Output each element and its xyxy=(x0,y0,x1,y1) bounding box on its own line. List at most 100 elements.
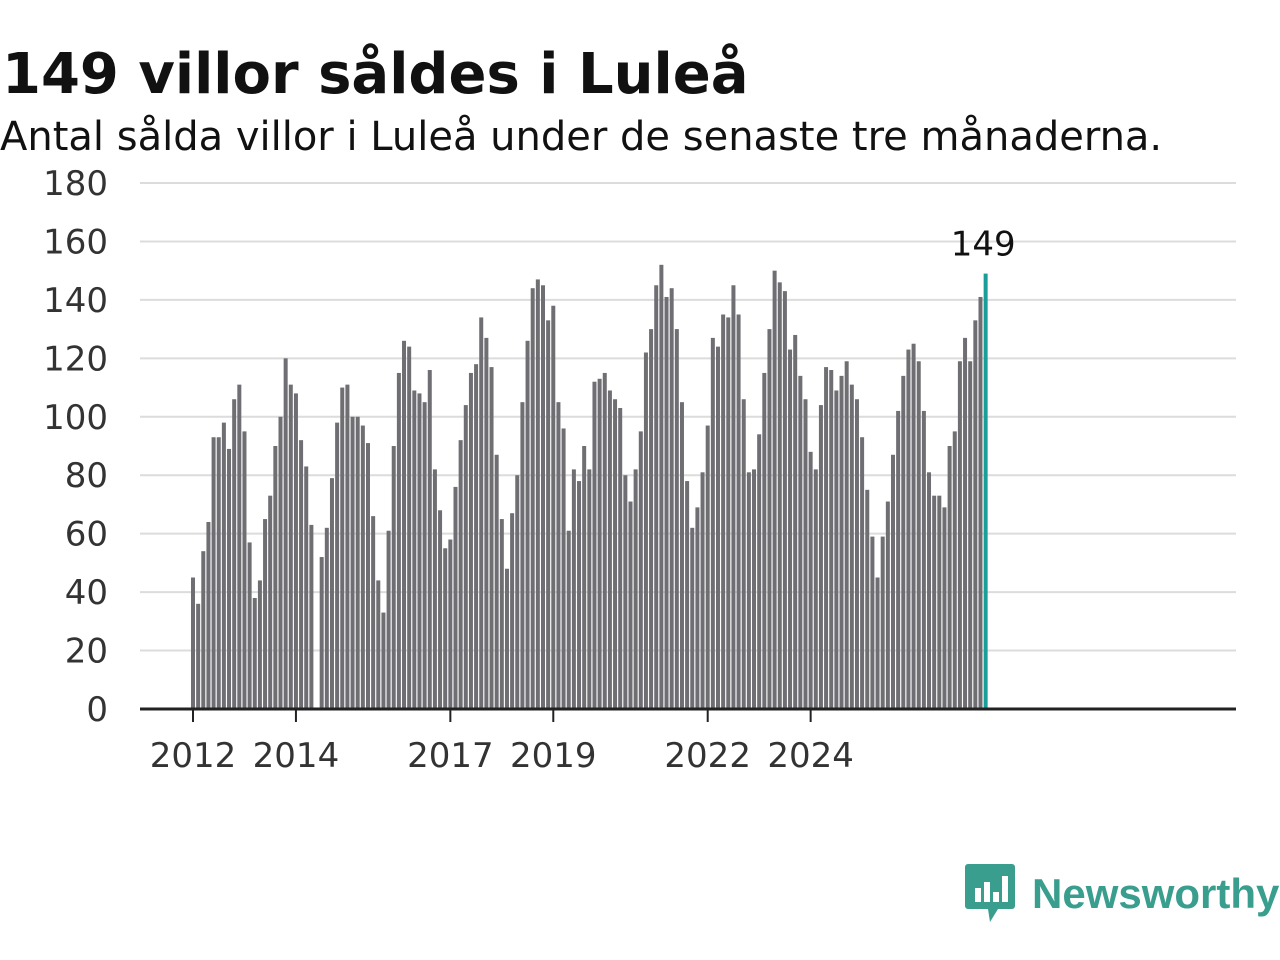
bar xyxy=(227,448,232,709)
y-tick-label: 180 xyxy=(43,164,108,204)
bar xyxy=(582,446,587,709)
bar xyxy=(216,437,221,709)
y-tick-label: 80 xyxy=(65,456,108,496)
bar xyxy=(232,399,237,709)
y-tick-label: 160 xyxy=(43,222,108,262)
bar xyxy=(710,337,715,709)
bar xyxy=(613,399,618,709)
bar xyxy=(458,440,463,709)
bar xyxy=(556,402,561,709)
bars xyxy=(191,264,988,709)
bar xyxy=(705,425,710,709)
bar xyxy=(525,340,530,709)
bar xyxy=(921,410,926,709)
bar xyxy=(448,539,453,709)
bar xyxy=(643,352,648,709)
bar xyxy=(427,370,432,709)
bar xyxy=(577,481,582,709)
bar xyxy=(947,446,952,709)
bar xyxy=(659,264,664,709)
bar xyxy=(633,469,638,709)
bar xyxy=(587,469,592,709)
bar xyxy=(736,314,741,709)
bar xyxy=(715,346,720,709)
bar xyxy=(484,337,489,709)
bar xyxy=(690,527,695,709)
bar xyxy=(767,329,772,709)
bar xyxy=(700,472,705,709)
bar xyxy=(942,507,947,709)
bar xyxy=(844,361,849,709)
bar xyxy=(896,410,901,709)
x-tick-label: 2019 xyxy=(510,736,597,776)
x-tick-label: 2022 xyxy=(664,736,751,776)
y-tick-label: 140 xyxy=(43,281,108,321)
bar xyxy=(973,320,978,709)
bar xyxy=(839,375,844,709)
bar xyxy=(324,527,329,709)
bar xyxy=(273,446,278,709)
bar xyxy=(242,431,247,709)
bar xyxy=(329,478,334,709)
bar xyxy=(623,475,628,709)
bar xyxy=(746,472,751,709)
bar xyxy=(731,285,736,709)
bar xyxy=(798,375,803,709)
bar xyxy=(638,431,643,709)
bar xyxy=(283,358,288,709)
bar xyxy=(952,431,957,709)
bar xyxy=(510,513,515,709)
bar xyxy=(916,361,921,709)
bar xyxy=(463,405,468,709)
bar xyxy=(340,387,345,709)
bar xyxy=(762,372,767,709)
bar xyxy=(288,384,293,709)
bar xyxy=(927,472,932,709)
bar xyxy=(268,495,273,709)
bar xyxy=(468,372,473,709)
bar xyxy=(293,393,298,709)
bar xyxy=(474,364,479,709)
bar xyxy=(669,288,674,709)
bar xyxy=(196,603,201,709)
bar xyxy=(721,314,726,709)
bar xyxy=(191,577,195,709)
bar xyxy=(808,451,813,709)
bar xyxy=(551,305,556,709)
bar xyxy=(201,551,206,709)
bar xyxy=(901,375,906,709)
bar xyxy=(494,454,499,709)
x-axis-ticks: 2012 2014 2017 2019 2022 2024 xyxy=(150,709,854,776)
bar xyxy=(571,469,576,709)
bar xyxy=(381,612,386,709)
annotations: 149 xyxy=(951,225,1016,265)
bar xyxy=(355,416,360,709)
bar xyxy=(793,334,798,709)
bar xyxy=(772,270,777,709)
bar xyxy=(885,501,890,709)
y-tick-label: 60 xyxy=(65,515,108,555)
bar xyxy=(263,519,268,709)
bar xyxy=(396,372,401,709)
x-tick-label: 2012 xyxy=(150,736,237,776)
y-axis-ticks: 0 20 40 60 80 100 120 140 160 180 xyxy=(43,164,108,730)
bar xyxy=(602,372,607,709)
bar xyxy=(870,536,875,709)
y-tick-label: 0 xyxy=(86,690,108,730)
bar xyxy=(309,524,314,709)
x-tick-label: 2017 xyxy=(407,736,494,776)
bar xyxy=(890,454,895,709)
bar xyxy=(257,580,262,709)
bar xyxy=(818,405,823,709)
bar xyxy=(247,542,252,709)
y-tick-label: 100 xyxy=(43,398,108,438)
bar xyxy=(592,381,597,709)
bar xyxy=(824,367,829,709)
bar xyxy=(757,434,762,709)
bar xyxy=(252,597,257,709)
bar xyxy=(335,422,340,709)
bar xyxy=(402,340,407,709)
bar xyxy=(515,475,520,709)
bar xyxy=(906,349,911,709)
bar xyxy=(880,536,885,709)
